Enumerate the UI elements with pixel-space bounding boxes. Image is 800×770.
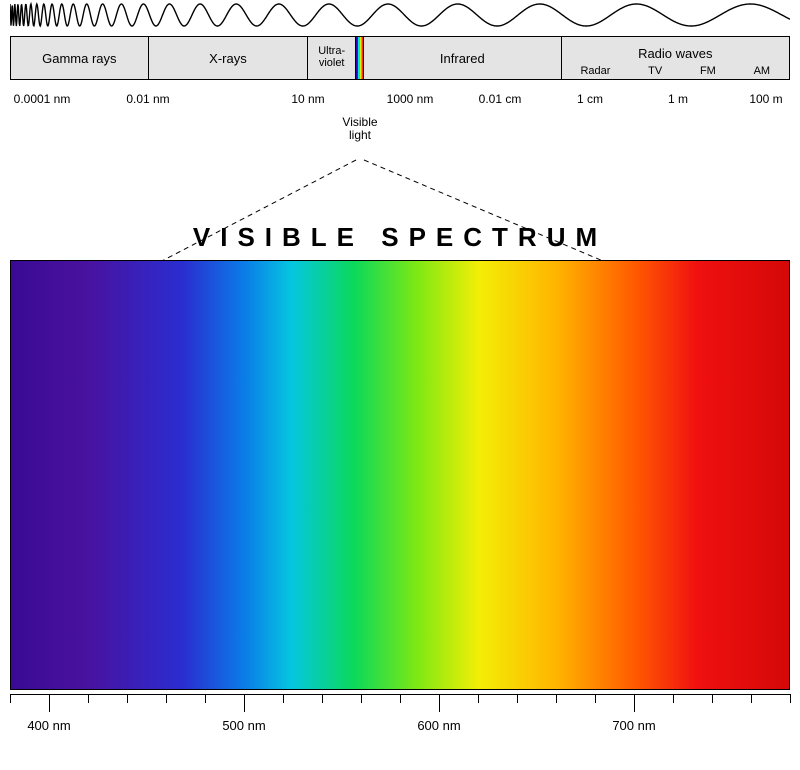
scale-label: 400 nm xyxy=(27,718,70,733)
scale-tick-major xyxy=(634,694,635,712)
wavelength-label: 0.01 cm xyxy=(479,92,522,106)
wave-chirp xyxy=(10,0,790,30)
scale-tick-minor xyxy=(400,694,401,703)
scale-label: 600 nm xyxy=(417,718,460,733)
radio-sub-radar: Radar xyxy=(580,65,610,77)
scale-label: 500 nm xyxy=(222,718,265,733)
wavelength-label: 1000 nm xyxy=(387,92,434,106)
visible-spectrum-box xyxy=(10,260,790,690)
band-visible xyxy=(356,37,364,79)
scale-tick-minor xyxy=(712,694,713,703)
scale-tick-minor xyxy=(127,694,128,703)
scale-label: 700 nm xyxy=(612,718,655,733)
scale-tick-minor xyxy=(10,694,11,703)
visible-light-label: Visiblelight xyxy=(342,116,377,142)
scale-tick-minor xyxy=(478,694,479,703)
radio-sub-am: AM xyxy=(754,65,771,77)
band-x-rays: X-rays xyxy=(149,37,309,79)
band-label: Ultra-violet xyxy=(318,46,345,69)
wavelength-label: 1 cm xyxy=(577,92,603,106)
scale-tick-minor xyxy=(283,694,284,703)
wavelength-label: 0.01 nm xyxy=(126,92,169,106)
scale-tick-minor xyxy=(205,694,206,703)
band-label: X-rays xyxy=(209,51,247,66)
scale-tick-minor xyxy=(556,694,557,703)
radio-sub-fm: FM xyxy=(700,65,716,77)
radio-subbands: Radar TV FM AM xyxy=(562,65,789,77)
scale-tick-major xyxy=(439,694,440,712)
wavelength-label: 10 nm xyxy=(291,92,324,106)
scale-tick-minor xyxy=(751,694,752,703)
wavelength-label: 0.0001 nm xyxy=(14,92,71,106)
band-infrared: Infrared xyxy=(364,37,561,79)
scale-tick-minor xyxy=(673,694,674,703)
scale-tick-minor xyxy=(322,694,323,703)
bottom-nm-scale: 400 nm 500 nm 600 nm 700 nm xyxy=(10,694,790,754)
scale-tick-minor xyxy=(166,694,167,703)
scale-tick-minor xyxy=(361,694,362,703)
wavelength-label: 1 m xyxy=(668,92,688,106)
spectrum-title: VISIBLE SPECTRUM xyxy=(0,222,800,253)
band-gamma-rays: Gamma rays xyxy=(11,37,149,79)
em-band-bar: Gamma rays X-rays Ultra-violet Infrared Radi… xyxy=(10,36,790,80)
band-label: Infrared xyxy=(440,51,485,66)
scale-tick-minor xyxy=(88,694,89,703)
band-label: Radio waves xyxy=(638,46,712,61)
scale-tick-major xyxy=(244,694,245,712)
wavelength-label: 100 m xyxy=(749,92,782,106)
scale-tick-minor xyxy=(595,694,596,703)
top-wavelength-scale: 0.0001 nm 0.01 nm 10 nm 1000 nm 0.01 cm 1 cm 1… xyxy=(10,84,790,112)
scale-tick-minor xyxy=(517,694,518,703)
band-label: Gamma rays xyxy=(42,51,116,66)
scale-tick-major xyxy=(49,694,50,712)
scale-tick-minor xyxy=(790,694,791,703)
radio-sub-tv: TV xyxy=(648,65,662,77)
band-ultra-violet: Ultra-violet xyxy=(308,37,356,79)
band-radio-waves: Radio waves Radar TV FM AM xyxy=(562,37,789,79)
